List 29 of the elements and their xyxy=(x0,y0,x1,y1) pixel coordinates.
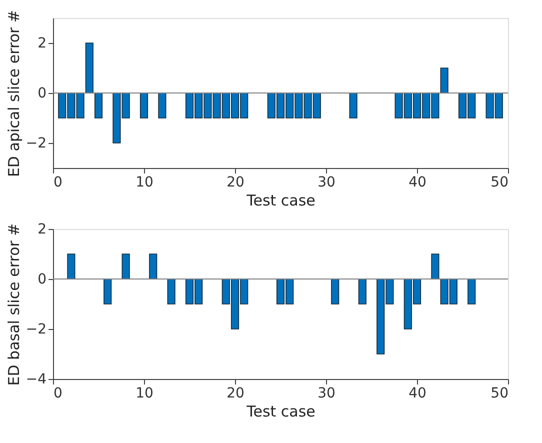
x-axis-title: Test case xyxy=(246,402,316,420)
bar xyxy=(349,92,358,118)
x-tick-label: 10 xyxy=(136,386,154,402)
x-tick-label: 40 xyxy=(408,386,426,402)
x-tick-label: 20 xyxy=(226,174,244,190)
x-tick-label: 50 xyxy=(490,174,508,190)
bar xyxy=(94,92,103,118)
x-tick-label: 0 xyxy=(54,174,62,190)
bar xyxy=(158,92,166,118)
y-tick-label: −4 xyxy=(26,372,47,388)
x-tick-label: 30 xyxy=(318,174,336,190)
y-tick-label: 2 xyxy=(38,222,46,238)
x-tick-label: 30 xyxy=(318,386,336,402)
y-tick-label: −2 xyxy=(26,322,46,338)
y-tick-label: 0 xyxy=(38,86,46,102)
bar xyxy=(440,68,448,94)
bar xyxy=(85,42,94,94)
x-tick-label: 10 xyxy=(136,174,154,190)
x-tick-label: 0 xyxy=(54,386,62,402)
y-tick-label: 0 xyxy=(38,272,46,288)
bar xyxy=(140,92,148,118)
x-axis-title: Test case xyxy=(246,192,316,210)
x-tick-label: 50 xyxy=(490,386,508,402)
y-axis-title: ED basal slice error # xyxy=(4,223,23,386)
x-tick-label: 20 xyxy=(226,386,244,402)
y-tick-label: 2 xyxy=(38,36,46,52)
y-axis-title: ED apical slice error # xyxy=(4,10,23,178)
x-tick-label: 40 xyxy=(408,174,426,190)
y-tick-label: −2 xyxy=(26,136,46,152)
